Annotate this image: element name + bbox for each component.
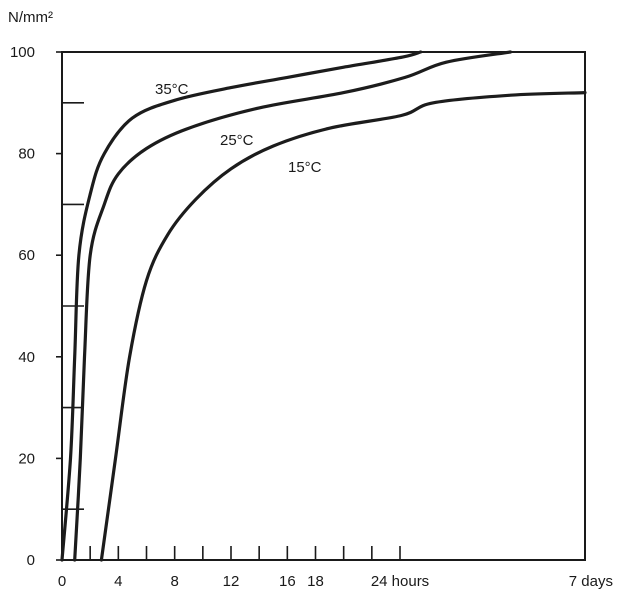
y-tick-label: 100 — [10, 44, 35, 61]
x-tick-label: 0 — [58, 573, 66, 590]
y-axis: 0 20 40 60 80 100 — [10, 44, 84, 569]
x-tick-label: 7 days — [569, 573, 613, 590]
series-line — [73, 50, 513, 562]
series-line — [99, 91, 587, 562]
x-tick-label: 16 — [279, 573, 296, 590]
y-tick-label: 0 — [27, 552, 35, 569]
series-line — [60, 50, 423, 562]
y-tick-label: 80 — [18, 146, 35, 163]
x-axis: 0 4 8 12 16 18 24 hours 7 days — [58, 546, 613, 590]
y-axis-label: N/mm² — [8, 9, 53, 26]
x-tick-label: 24 hours — [371, 573, 429, 590]
x-tick-label: 8 — [170, 573, 178, 590]
series-label: 35°C — [155, 81, 189, 98]
x-tick-label: 18 — [307, 573, 324, 590]
y-tick-label: 20 — [18, 450, 35, 467]
series-labels: 35°C 25°C 15°C — [155, 81, 322, 176]
series-label: 15°C — [288, 159, 322, 176]
x-tick-label: 12 — [223, 573, 240, 590]
y-tick-label: 40 — [18, 349, 35, 366]
x-tick-label: 4 — [114, 573, 122, 590]
series-curves — [60, 50, 587, 562]
series-label: 25°C — [220, 132, 254, 149]
y-tick-label: 60 — [18, 247, 35, 264]
